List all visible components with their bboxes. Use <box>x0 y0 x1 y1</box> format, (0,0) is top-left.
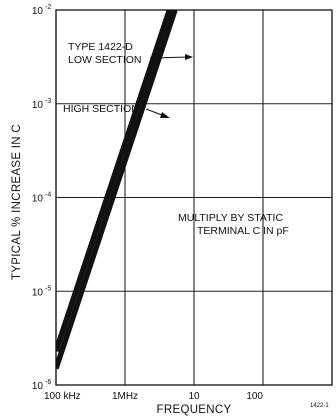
x-tick-label: 10 <box>188 391 200 402</box>
y-tick-exponent: -5 <box>45 285 51 292</box>
y-tick-exponent: -3 <box>45 98 51 105</box>
y-tick-label: 10 -4 <box>32 192 51 205</box>
annotation-high-section: HIGH SECTION <box>63 103 139 115</box>
y-tick-exponent: -6 <box>45 379 51 386</box>
series-line-0 <box>56 10 173 352</box>
y-axis-label: TYPICAL % INCREASE IN C <box>11 124 23 280</box>
plot-frame <box>55 9 333 386</box>
y-tick-exponent: -2 <box>45 4 51 11</box>
x-tick-label: 100 <box>246 391 263 402</box>
y-tick-base: 10 <box>32 287 44 298</box>
annotation-type: TYPE 1422-D <box>68 41 133 53</box>
series-line-1 <box>56 10 178 370</box>
y-tick-label: 10 -3 <box>32 98 51 111</box>
series-layer <box>56 10 178 370</box>
annotation-terminal: TERMINAL C IN pF <box>197 225 289 237</box>
y-tick-label: 10 -5 <box>32 285 51 298</box>
x-tick-label: 100 kHz <box>44 391 81 402</box>
x-tick-label: 1MHz <box>112 391 138 402</box>
figure-code: 1422-1 <box>310 403 329 409</box>
y-tick-label: 10 -6 <box>32 379 51 392</box>
annotation-high-arrowhead <box>160 112 170 118</box>
y-tick-labels: 10-210-310-410-510-6 <box>32 4 51 392</box>
annotation-multiply: MULTIPLY BY STATIC <box>178 212 283 224</box>
annotation-low-section: LOW SECTION <box>68 54 142 66</box>
y-tick-label: 10 -2 <box>32 4 51 17</box>
annotation-low-arrowhead <box>185 54 193 60</box>
annotation-low-leader <box>149 56 191 59</box>
y-tick-base: 10 <box>32 194 44 205</box>
y-tick-base: 10 <box>32 6 44 17</box>
x-tick-labels: 100 kHz 1MHz 10 100 <box>44 391 263 402</box>
y-tick-base: 10 <box>32 381 44 392</box>
grid <box>55 9 332 386</box>
y-tick-base: 10 <box>32 100 44 111</box>
y-tick-exponent: -4 <box>45 192 51 199</box>
x-axis-label: FREQUENCY <box>157 404 232 416</box>
